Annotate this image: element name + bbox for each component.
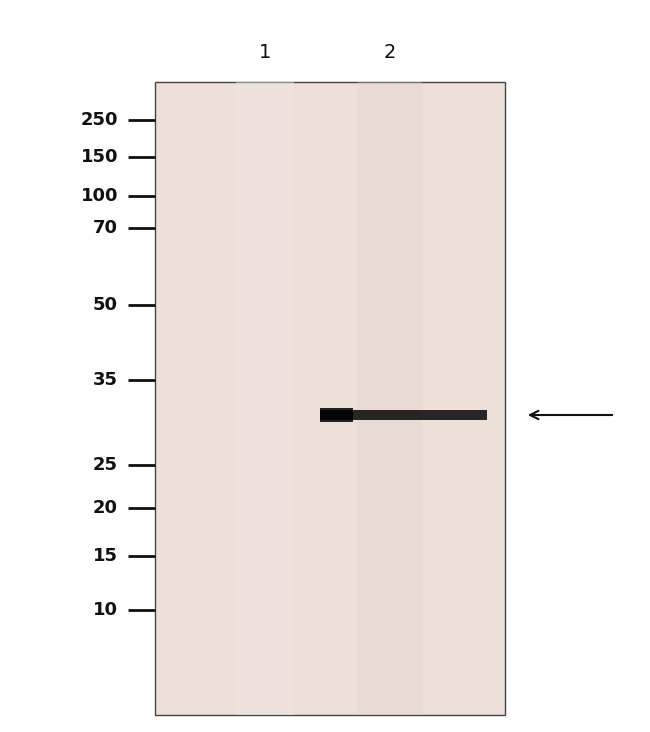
Text: 70: 70: [93, 219, 118, 237]
Bar: [358, 82, 423, 715]
Bar: [320, 410, 487, 420]
Text: 35: 35: [93, 371, 118, 389]
Bar: [320, 408, 352, 422]
Text: 2: 2: [384, 42, 396, 61]
Text: 25: 25: [93, 456, 118, 474]
Text: 50: 50: [93, 296, 118, 314]
Text: 15: 15: [93, 547, 118, 565]
Text: 250: 250: [81, 111, 118, 129]
Text: 100: 100: [81, 187, 118, 205]
Bar: [236, 82, 294, 715]
Bar: [155, 82, 505, 715]
Text: 1: 1: [259, 42, 271, 61]
Text: 150: 150: [81, 148, 118, 166]
Text: 10: 10: [93, 601, 118, 619]
Text: 20: 20: [93, 499, 118, 517]
